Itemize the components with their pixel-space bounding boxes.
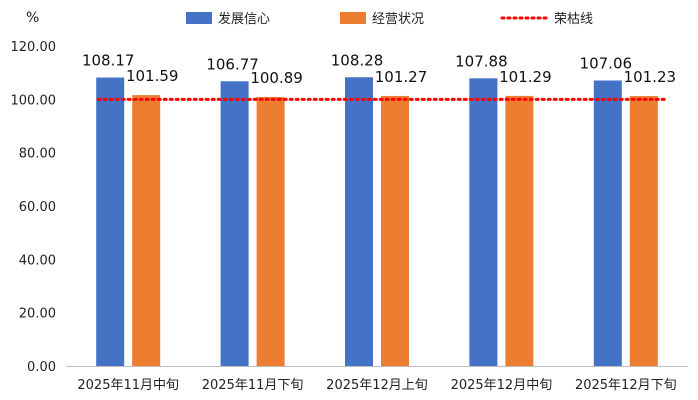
data-label: 100.89 bbox=[250, 69, 303, 87]
data-label: 101.59 bbox=[126, 67, 179, 85]
bar-confidence bbox=[96, 77, 125, 367]
data-label: 101.23 bbox=[624, 68, 677, 86]
y-tick-label: 100.00 bbox=[11, 93, 57, 108]
y-axis-unit: % bbox=[26, 10, 39, 26]
data-label: 101.27 bbox=[375, 68, 428, 86]
bars-group bbox=[96, 77, 658, 367]
x-tick-label: 2025年11月下旬 bbox=[202, 378, 304, 393]
y-tick-label: 20.00 bbox=[19, 307, 56, 322]
y-tick-label: 80.00 bbox=[19, 147, 56, 162]
legend-label: 荣枯线 bbox=[554, 12, 593, 27]
bar-confidence bbox=[220, 81, 249, 366]
x-tick-label: 2025年12月上旬 bbox=[326, 378, 428, 393]
bar-operation bbox=[256, 96, 285, 367]
legend-swatch bbox=[340, 12, 366, 24]
bar-operation bbox=[505, 95, 534, 366]
y-tick-label: 40.00 bbox=[19, 253, 56, 268]
y-tick-label: 0.00 bbox=[27, 360, 56, 375]
y-tick-label: 120.00 bbox=[11, 40, 57, 55]
y-tick-label: 60.00 bbox=[19, 200, 56, 215]
data-label: 107.06 bbox=[580, 55, 633, 73]
legend: 发展信心 经营状况 荣枯线 bbox=[186, 11, 593, 27]
bar-operation bbox=[132, 95, 161, 367]
x-tick-label: 2025年12月中旬 bbox=[451, 378, 553, 393]
bar-confidence bbox=[345, 77, 373, 367]
x-tick-label: 2025年11月中旬 bbox=[77, 378, 179, 393]
data-label: 108.17 bbox=[82, 52, 135, 70]
data-label: 107.88 bbox=[455, 52, 508, 70]
legend-label: 经营状况 bbox=[372, 12, 424, 27]
x-tick-label: 2025年12月下旬 bbox=[575, 378, 677, 393]
data-label: 106.77 bbox=[206, 55, 259, 73]
bar-operation bbox=[381, 95, 409, 367]
bar-operation bbox=[629, 96, 658, 366]
y-axis-ticks: 0.00 20.00 40.00 60.00 80.00 100.00 120.00 bbox=[11, 40, 57, 375]
data-label: 101.29 bbox=[499, 68, 552, 86]
bar-confidence bbox=[469, 78, 498, 366]
legend-label: 发展信心 bbox=[218, 11, 270, 27]
data-label: 108.28 bbox=[331, 51, 384, 69]
x-axis-ticks: 2025年11月中旬 2025年11月下旬 2025年12月上旬 2025年12月中旬… bbox=[77, 378, 676, 393]
legend-swatch bbox=[186, 12, 212, 24]
bar-confidence bbox=[593, 80, 622, 367]
